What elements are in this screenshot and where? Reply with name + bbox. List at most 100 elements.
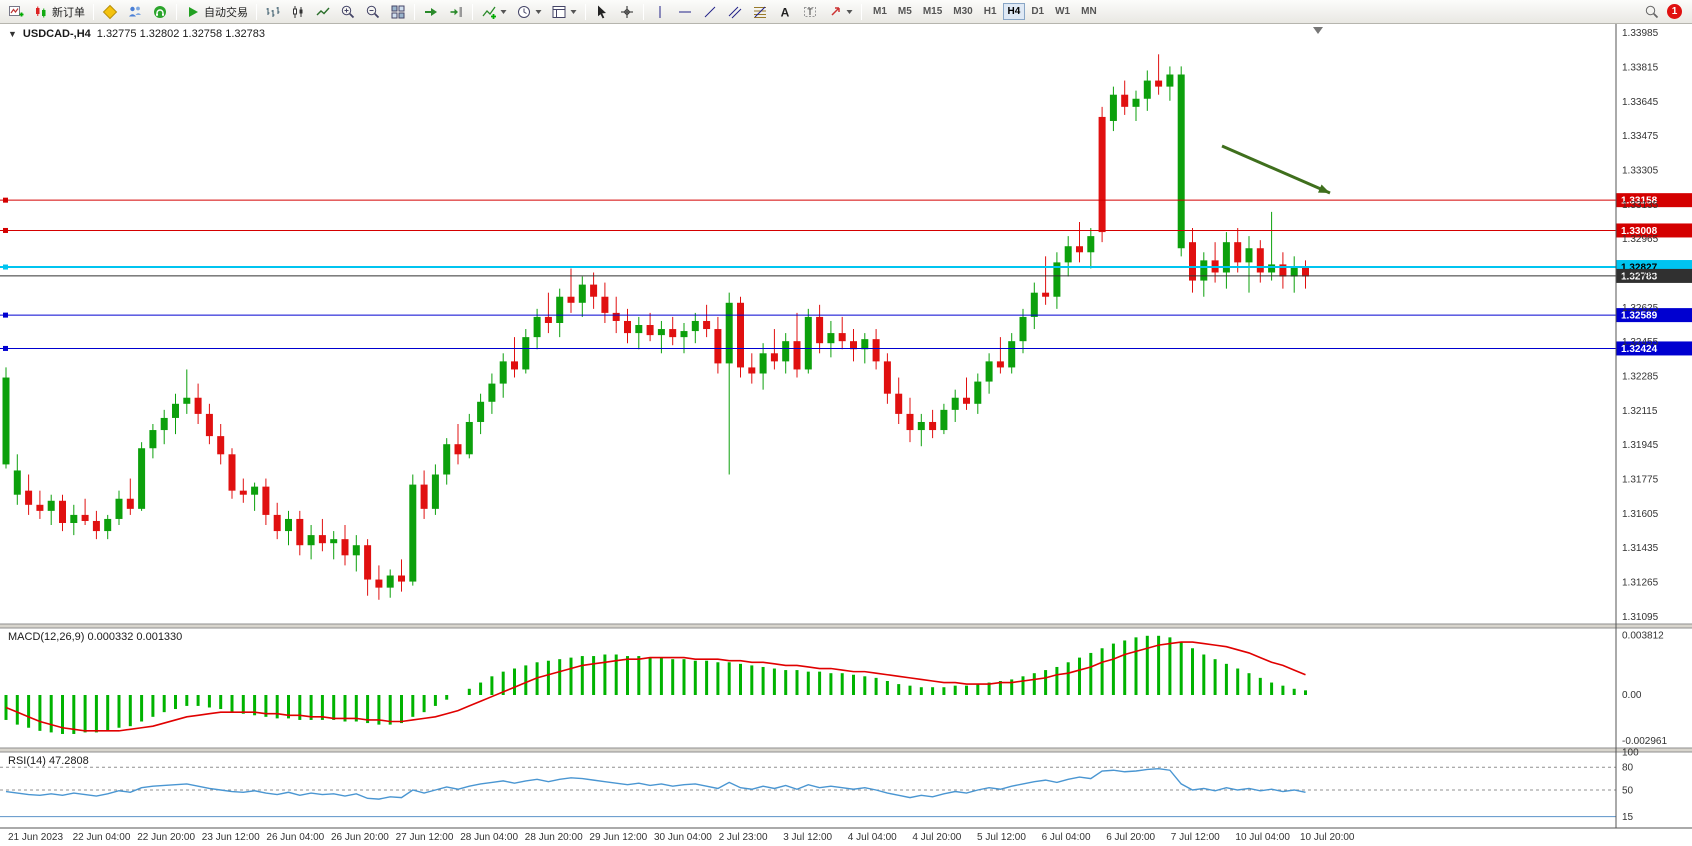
bars-chart-button[interactable] [261,2,285,22]
time-axis-label: 4 Jul 20:00 [912,832,961,843]
data-window-button[interactable] [123,2,147,22]
toolbar-separator [176,3,177,20]
chart-shift-button[interactable] [444,2,468,22]
periods-button[interactable] [512,2,546,22]
candle-body [1030,292,1038,317]
candle-body [126,498,134,509]
zoom-in-button[interactable] [336,2,360,22]
candle-body [669,329,677,338]
time-axis-label: 4 Jul 04:00 [848,832,897,843]
cursor-button[interactable] [590,2,614,22]
label-tool-button[interactable]: T [798,2,822,22]
timeframe-m5[interactable]: M5 [897,6,912,17]
zoom-out-button[interactable] [361,2,385,22]
line-handle[interactable] [3,312,8,318]
timeframe-d1[interactable]: D1 [1031,6,1045,17]
candle-body [352,545,360,556]
line-handle[interactable] [3,264,8,270]
auto-scroll-button[interactable] [419,2,443,22]
candle-body [1200,260,1208,281]
trend-arrow-annotation[interactable] [1221,144,1331,195]
text-tool-glyph: A [781,5,790,19]
candle-body [285,518,292,532]
one-click-trading-toggle[interactable]: ▼ [8,29,17,39]
macd-signal-line [5,641,1306,732]
candle-body [477,401,485,422]
timeframe-m1[interactable]: M1 [873,6,887,17]
crosshair-button[interactable] [615,2,639,22]
candle-body [1155,80,1163,87]
line-handle[interactable] [3,197,8,203]
search-button[interactable] [1640,2,1664,22]
candle-body [940,409,948,431]
horizontal-line-button[interactable] [673,2,697,22]
chart-shift-marker[interactable] [1313,27,1323,34]
candle-body [92,520,100,532]
templates-icon [552,5,566,18]
arrows-tool-button[interactable] [823,2,857,22]
text-tool-icon: A [781,5,790,19]
candle-body [544,316,552,323]
candle-body [1042,292,1050,297]
candle-body [398,575,405,582]
timeframe-h4[interactable]: H4 [1002,3,1026,20]
line-chart-button[interactable] [311,2,335,22]
label-tool-glyph: T [807,7,813,17]
channel-button[interactable] [723,2,747,22]
chevron-down-icon [500,9,507,14]
toolbar-separator [643,3,644,20]
new-chart-button[interactable] [4,2,28,22]
vertical-line-button[interactable] [648,2,672,22]
timeframe-m30[interactable]: M30 [953,6,973,17]
timeframe-w1[interactable]: W1 [1055,6,1071,17]
tile-windows-button[interactable] [386,2,410,22]
candle-body [172,403,179,418]
timeframe-h1[interactable]: H1 [983,6,997,17]
candle-body [1143,80,1151,99]
market-watch-button[interactable] [98,2,122,22]
price-axis-label: 1.32965 [1622,234,1659,245]
pane-resizer[interactable] [0,624,1692,628]
indicators-button[interactable] [477,2,511,22]
candlestick-chart-button[interactable] [286,2,310,22]
candle-body [364,545,372,580]
price-axis-label: 1.32115 [1622,406,1658,417]
candle-body [974,381,982,404]
timeframe-mn[interactable]: MN [1081,6,1097,17]
pane-resizer[interactable] [0,748,1692,752]
price-badge-text: 1.32827 [1621,263,1658,274]
price-badge [1616,193,1692,208]
candle-body [488,383,496,402]
candle-body [330,539,338,544]
time-axis-label: 27 Jun 12:00 [396,832,454,843]
candle-body [612,312,620,321]
new-order-button[interactable]: 新订单 [29,2,89,22]
candle-body [160,417,168,431]
fibonacci-button[interactable] [748,2,772,22]
line-handle[interactable] [3,227,8,233]
timeframe-m15[interactable]: M15 [922,6,943,17]
candle-body [838,333,846,342]
candle-body [556,296,564,323]
price-badge-text: 1.32783 [1621,271,1658,282]
price-axis-label: 1.32795 [1622,268,1659,279]
candle-body [386,575,394,588]
price-axis-label: 1.31775 [1622,475,1659,486]
candle-body [703,320,711,330]
candle-body [307,535,315,546]
candle-body [1268,264,1276,273]
navigator-button[interactable] [148,2,172,22]
trendline-button[interactable] [698,2,722,22]
candle-body [578,284,586,303]
text-tool-button[interactable]: A [773,2,797,22]
autotrading-button[interactable]: 自动交易 [181,2,252,22]
candle-body [793,341,801,370]
notification-badge[interactable]: 1 [1667,4,1682,19]
candle-body [251,486,259,495]
templates-button[interactable] [547,2,581,22]
indicators-icon [482,6,496,19]
chart-shift-icon [450,6,462,17]
line-handle[interactable] [3,345,8,351]
price-axis-label: 1.32285 [1622,372,1659,383]
